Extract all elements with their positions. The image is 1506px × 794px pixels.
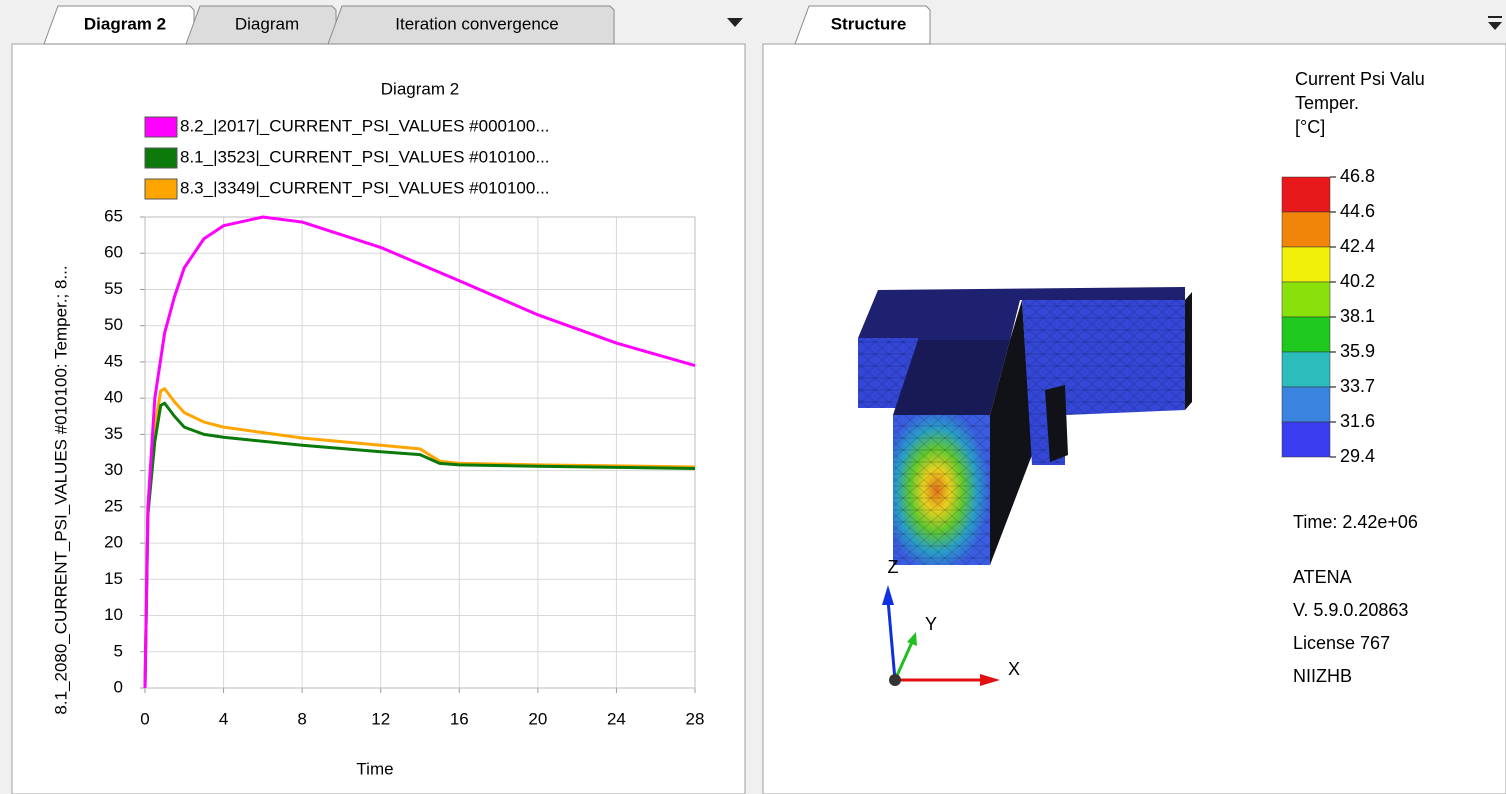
scale-segment — [1282, 177, 1330, 212]
y-tick-label: 20 — [104, 533, 123, 552]
scale-segment — [1282, 352, 1330, 387]
screen: Diagram 2 Diagram Iteration convergence Str… — [0, 0, 1506, 794]
y-tick-label: 5 — [114, 641, 123, 660]
y-tick-label: 65 — [104, 206, 123, 225]
scale-label: 29.4 — [1340, 446, 1375, 466]
left-menu-arrow[interactable] — [727, 18, 743, 27]
y-tick-label: 15 — [104, 569, 123, 588]
scale-label: 44.6 — [1340, 201, 1375, 221]
legend-swatch — [145, 179, 177, 199]
triad-origin — [889, 674, 901, 686]
scale-title: Current Psi Valu — [1295, 69, 1425, 89]
x-tick-label: 12 — [371, 709, 390, 728]
right-menu-bar — [1488, 16, 1502, 18]
y-tick-label: 30 — [104, 460, 123, 479]
x-tick-label: 24 — [607, 709, 626, 728]
tab-label[interactable]: Iteration convergence — [395, 14, 559, 33]
info-line: ATENA — [1293, 567, 1352, 587]
tab-label[interactable]: Diagram — [235, 14, 299, 33]
y-tick-label: 25 — [104, 496, 123, 515]
z-label: Z — [888, 557, 899, 577]
x-axis-label: Time — [356, 759, 393, 778]
scale-title: [°C] — [1295, 117, 1325, 137]
model-mesh — [893, 415, 990, 565]
scale-segment — [1282, 212, 1330, 247]
page: Diagram 2 Diagram Iteration convergence Str… — [0, 0, 1506, 794]
x-tick-label: 16 — [450, 709, 469, 728]
scale-label: 42.4 — [1340, 236, 1375, 256]
scale-label: 40.2 — [1340, 271, 1375, 291]
legend-swatch — [145, 117, 177, 137]
scale-segment — [1282, 317, 1330, 352]
legend-label: 8.1_|3523|_CURRENT_PSI_VALUES #010100... — [180, 147, 550, 166]
x-label: X — [1008, 659, 1020, 679]
y-tick-label: 40 — [104, 388, 123, 407]
scale-label: 35.9 — [1340, 341, 1375, 361]
scale-label: 33.7 — [1340, 376, 1375, 396]
scale-segment — [1282, 247, 1330, 282]
info-line: V. 5.9.0.20863 — [1293, 600, 1408, 620]
info-line: License 767 — [1293, 633, 1390, 653]
scale-segment — [1282, 387, 1330, 422]
x-tick-label: 28 — [686, 709, 705, 728]
scale-segment — [1282, 422, 1330, 457]
y-tick-label: 10 — [104, 605, 123, 624]
scale-label: 38.1 — [1340, 306, 1375, 326]
scale-label: 46.8 — [1340, 166, 1375, 186]
scale-segment — [1282, 282, 1330, 317]
y-axis-label: 8.1_2080_CURRENT_PSI_VALUES #010100: Tem… — [51, 265, 70, 714]
right-menu-arrow[interactable] — [1488, 22, 1502, 30]
tab-label[interactable]: Diagram 2 — [84, 14, 166, 33]
y-tick-label: 50 — [104, 315, 123, 334]
y-label: Y — [925, 614, 937, 634]
x-tick-label: 4 — [219, 709, 228, 728]
x-tick-label: 20 — [528, 709, 547, 728]
y-tick-label: 55 — [104, 279, 123, 298]
x-tick-label: 8 — [297, 709, 306, 728]
tab-label[interactable]: Structure — [831, 14, 907, 33]
legend-label: 8.2_|2017|_CURRENT_PSI_VALUES #000100... — [180, 116, 550, 135]
right-panel — [763, 44, 1506, 794]
x-tick-label: 0 — [140, 709, 149, 728]
scale-label: 31.6 — [1340, 411, 1375, 431]
legend-label: 8.3_|3349|_CURRENT_PSI_VALUES #010100... — [180, 178, 550, 197]
y-tick-label: 35 — [104, 424, 123, 443]
chart-title: Diagram 2 — [381, 79, 459, 98]
tab-bars: Diagram 2 Diagram Iteration convergence Str… — [44, 6, 930, 44]
y-tick-label: 45 — [104, 351, 123, 370]
model-side — [1185, 292, 1192, 410]
y-tick-label: 60 — [104, 243, 123, 262]
info-line: NIIZHB — [1293, 666, 1352, 686]
scale-title: Temper. — [1295, 93, 1359, 113]
time-label: Time: 2.42e+06 — [1293, 512, 1418, 532]
legend-swatch — [145, 148, 177, 168]
y-tick-label: 0 — [114, 677, 123, 696]
